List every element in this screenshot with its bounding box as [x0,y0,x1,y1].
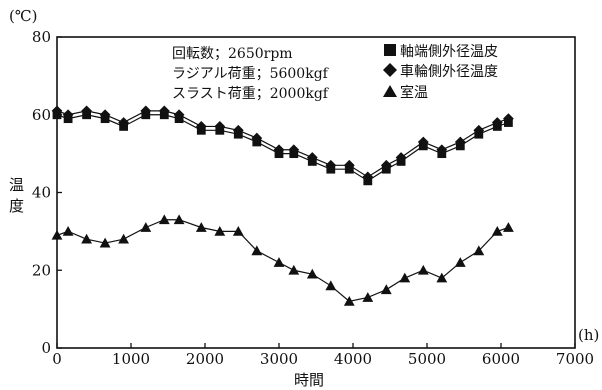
x-tick-label: 6000 [482,350,520,368]
data-point-triangle [399,272,411,283]
x-tick-label: 2000 [186,350,224,368]
y-tick-label: 20 [32,261,51,279]
data-point-triangle [503,222,514,232]
data-point-triangle [251,245,263,256]
y-axis-label-char-1: 温 [9,176,24,194]
data-point-triangle [436,272,448,283]
data-point-triangle [214,225,226,236]
data-point-diamond [140,105,152,117]
x-tick-label: 7000 [556,350,594,368]
data-point-diamond [99,109,111,121]
data-point-triangle [118,233,129,244]
data-point-diamond [118,117,129,128]
data-point-triangle [99,237,111,248]
data-point-diamond [395,152,407,163]
x-axis-unit: (h) [578,326,599,344]
annotation-rpm: 回転数；2650rpm [172,46,293,62]
x-tick-label: 1000 [112,350,150,368]
x-axis-ticks: 0 1000 2000 3000 4000 5000 6000 7000 [52,343,594,368]
data-point-diamond [343,159,355,171]
data-point-diamond [503,113,514,125]
condition-annotations: 回転数；2650rpm ラジアル荷重；5600kgf スラスト荷重；2000kg… [172,46,330,102]
x-tick-label: 4000 [334,350,372,368]
data-point-triangle [140,222,152,232]
legend-diamond-marker-icon [383,63,397,77]
x-tick-label: 5000 [408,350,446,368]
data-point-triangle [343,295,355,306]
x-tick-label: 3000 [260,350,298,368]
data-point-triangle [417,264,429,275]
data-point-triangle [158,214,170,225]
annotation-thrust-load: スラスト荷重；2000kgf [172,86,330,102]
data-point-diamond [273,144,285,156]
legend-square-marker-icon [384,44,396,56]
y-tick-label: 0 [41,339,51,357]
data-point-diamond [214,121,226,132]
data-point-triangle [273,257,285,267]
y-axis-unit: (℃) [9,7,37,25]
data-point-diamond [173,109,185,121]
data-point-diamond [491,117,503,128]
y-axis-ticks: 0 20 40 60 80 [32,28,62,357]
data-point-triangle [380,284,392,295]
data-point-diamond [195,121,207,132]
data-point-triangle [288,264,300,275]
data-point-triangle [473,245,485,256]
plot-frame [56,36,576,349]
data-point-diamond [232,124,244,136]
y-axis-label-char-2: 度 [9,197,24,215]
data-point-triangle [62,225,74,236]
x-tick-label: 0 [52,350,62,368]
annotation-radial-load: ラジアル荷重；5600kgf [172,66,330,82]
data-point-diamond [473,124,485,136]
data-point-triangle [81,233,92,244]
data-point-diamond [306,152,318,163]
data-point-diamond [288,144,300,156]
data-point-triangle [173,214,185,225]
series-line [56,219,509,302]
y-tick-label: 60 [32,106,51,124]
data-point-diamond [51,105,63,117]
data-point-diamond [81,105,92,117]
data-point-diamond [158,105,170,117]
data-point-triangle [325,280,337,291]
legend-triangle-marker-icon [383,85,397,97]
legend-label-shaft-end: 軸端側外径温皮 [400,44,498,60]
data-point-diamond [380,159,392,171]
legend-label-wheel-side: 車輪側外径温度 [400,63,498,80]
data-point-triangle [362,292,374,302]
data-point-diamond [417,136,429,148]
y-tick-label: 40 [32,184,51,202]
data-point-diamond [251,132,263,144]
legend: 軸端側外径温皮 車輪側外径温度 室温 [383,44,498,101]
data-point-triangle [232,225,244,236]
data-point-triangle [306,268,318,279]
data-point-triangle [51,229,63,240]
data-point-triangle [491,225,503,236]
data-point-triangle [454,257,466,267]
data-point-diamond [62,109,74,121]
data-point-diamond [436,144,448,156]
data-point-triangle [195,222,207,232]
data-point-diamond [454,136,466,148]
data-point-diamond [362,171,374,183]
y-tick-label: 80 [32,28,51,46]
data-point-diamond [325,159,337,171]
x-axis-label: 時間 [294,371,324,389]
legend-label-room-temp: 室温 [400,84,428,101]
series-layer [51,105,514,306]
